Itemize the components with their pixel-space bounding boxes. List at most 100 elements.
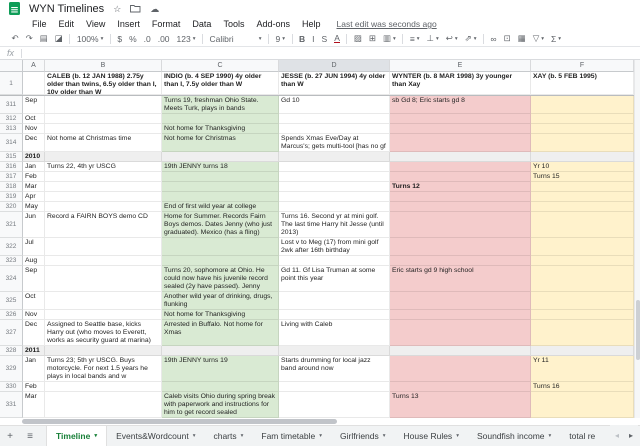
menu-file[interactable]: File [32,19,47,29]
cell-D327[interactable]: Living with Caleb [279,320,390,346]
cell-C313[interactable]: Not home for Thanksgiving [162,124,279,134]
cell-F319[interactable] [531,192,634,202]
last-edit-link[interactable]: Last edit was seconds ago [336,19,437,29]
scroll-tabs-left-button[interactable]: ◂ [614,431,619,440]
cell-E318[interactable]: Turns 12 [390,182,531,192]
cell-D328[interactable] [279,346,390,356]
row-header-313[interactable]: 313 [0,124,23,134]
cell-E325[interactable] [390,292,531,310]
menu-data[interactable]: Data [192,19,212,29]
cell-B313[interactable] [45,124,162,134]
all-sheets-button[interactable]: ≡ [27,430,33,442]
cell-C315[interactable] [162,152,279,162]
vertical-scrollbar-thumb[interactable] [636,300,640,360]
horizontal-scrollbar-thumb[interactable] [22,419,337,424]
cell-D314[interactable]: Spends Xmas Eve/Day at Marcus's; gets mu… [279,134,390,152]
cell-A325[interactable]: Oct [23,292,45,310]
cell-C311[interactable]: Turns 19, freshman Ohio State. Meets Tur… [162,96,279,114]
cell-A1[interactable] [23,72,45,95]
redo-button[interactable]: ↷ [22,33,36,44]
cell-E320[interactable] [390,202,531,212]
cell-F324[interactable] [531,266,634,292]
cell-B330[interactable] [45,382,162,392]
row-header-321[interactable]: 321 [0,212,23,238]
tab-house-rules[interactable]: House Rules ▾ [395,426,468,446]
text-rotation-button[interactable]: ⇗ ▾ [461,33,480,44]
menu-view[interactable]: View [86,19,106,29]
cell-E322[interactable] [390,238,531,256]
cell-A317[interactable]: Feb [23,172,45,182]
cell-D325[interactable] [279,292,390,310]
cell-A315[interactable]: 2010 [23,152,45,162]
cell-B321[interactable]: Record a FAIRN BOYS demo CD [45,212,162,238]
menu-edit[interactable]: Edit [58,19,75,29]
row-header-317[interactable]: 317 [0,172,23,182]
merge-cells-button[interactable]: ▥ ▾ [380,33,400,44]
cell-F328[interactable] [531,346,634,356]
cell-B329[interactable]: Turns 23; 5th yr USCG. Buys motorcycle. … [45,356,162,382]
move-folder-icon[interactable] [130,4,141,13]
document-title[interactable]: WYN Timelines [29,2,105,15]
cell-F315[interactable] [531,152,634,162]
column-header-F[interactable]: F [531,60,634,72]
cell-E323[interactable] [390,256,531,266]
cell-C322[interactable] [162,238,279,256]
cell-C314[interactable]: Not home for Christmas [162,134,279,152]
menu-tools[interactable]: Tools [223,19,245,29]
cell-F317[interactable]: Turns 15 [531,172,634,182]
tab-total-re[interactable]: total re [560,426,604,446]
strikethrough-button[interactable]: S [318,34,331,44]
cell-B331[interactable] [45,392,162,418]
cell-A313[interactable]: Nov [23,124,45,134]
cell-D321[interactable]: Turns 16. Second yr at mini golf. The la… [279,212,390,238]
cell-C328[interactable] [162,346,279,356]
row-header-328[interactable]: 328 [0,346,23,356]
row-header-318[interactable]: 318 [0,182,23,192]
cell-C320[interactable]: End of first wild year at college [162,202,279,212]
cell-B323[interactable] [45,256,162,266]
cell-F321[interactable] [531,212,634,238]
row-header-311[interactable]: 311 [0,96,23,114]
cell-A326[interactable]: Nov [23,310,45,320]
column-header-C[interactable]: C [162,60,279,72]
cell-B1[interactable]: CALEB (b. 12 JAN 1988) 2.75y older than … [45,72,162,95]
cell-A314[interactable]: Dec [23,134,45,152]
cell-F311[interactable] [531,96,634,114]
cell-F331[interactable] [531,392,634,418]
insert-comment-button[interactable]: ⊡ [500,33,514,44]
cell-A323[interactable]: Aug [23,256,45,266]
tab-soundfish-income[interactable]: Soundfish income ▾ [468,426,560,446]
cell-C318[interactable] [162,182,279,192]
text-color-button[interactable]: A [331,34,344,43]
row-header-330[interactable]: 330 [0,382,23,392]
row-header-322[interactable]: 322 [0,238,23,256]
cell-C327[interactable]: Arrested in Buffalo. Not home for Xmas [162,320,279,346]
more-formats-button[interactable]: 123 ▾ [173,34,199,44]
tab-timeline[interactable]: Timeline ▾ [46,426,108,446]
cell-E326[interactable] [390,310,531,320]
cell-A324[interactable]: Sep [23,266,45,292]
cell-B312[interactable] [45,114,162,124]
column-header-D[interactable]: D [279,60,390,72]
horizontal-scrollbar[interactable] [0,418,640,425]
cell-E331[interactable]: Turns 13 [390,392,531,418]
column-header-B[interactable]: B [45,60,162,72]
cell-F1[interactable]: XAY (b. 5 FEB 1995) [531,72,634,95]
row-header-326[interactable]: 326 [0,310,23,320]
cell-E1[interactable]: WYNTER (b. 8 MAR 1998) 3y younger than X… [390,72,531,95]
cell-D317[interactable] [279,172,390,182]
tab-dropdown-icon[interactable]: ▾ [382,433,386,439]
cell-C331[interactable]: Caleb visits Ohio during spring break wi… [162,392,279,418]
formula-input[interactable] [22,47,640,59]
cell-A331[interactable]: Mar [23,392,45,418]
cell-B317[interactable] [45,172,162,182]
cell-C317[interactable] [162,172,279,182]
cell-D324[interactable]: Gd 11. Gf Lisa Truman at some point this… [279,266,390,292]
row-header-324[interactable]: 324 [0,266,23,292]
menu-format[interactable]: Format [151,19,181,29]
font-family-button[interactable]: Calibri ▾ [206,34,265,44]
cell-D331[interactable] [279,392,390,418]
cell-F327[interactable] [531,320,634,346]
cell-B327[interactable]: Assigned to Seattle base, kicks Harry ou… [45,320,162,346]
row-header-320[interactable]: 320 [0,202,23,212]
